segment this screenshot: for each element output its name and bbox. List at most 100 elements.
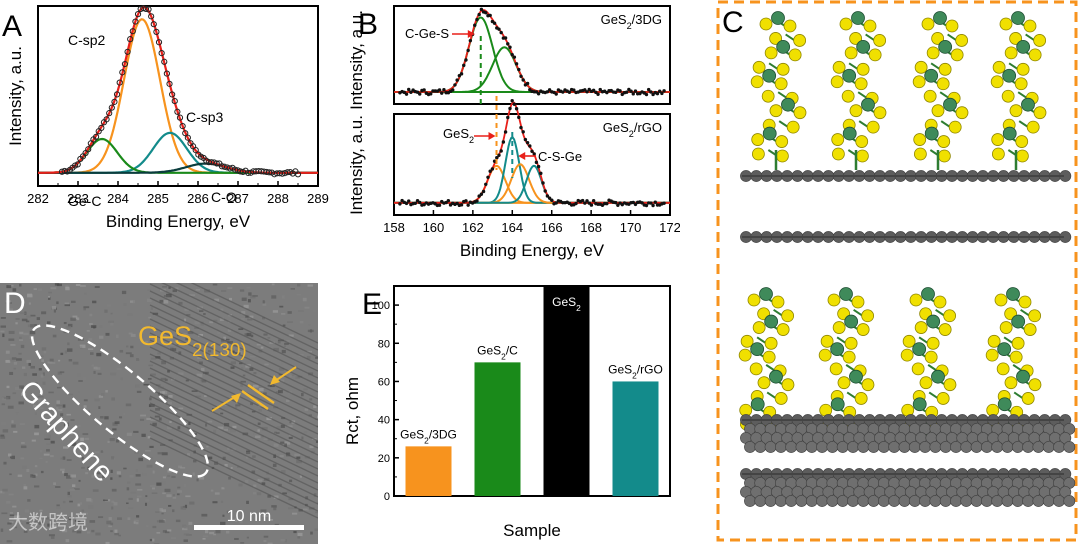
sulfur-atom <box>758 377 770 389</box>
germanium-atom <box>1017 40 1030 53</box>
tem-noise <box>30 331 36 334</box>
sulfur-atom <box>777 324 789 336</box>
annotation-c-s-ge: C-S-Ge <box>538 149 582 164</box>
data-point-b1 <box>660 92 663 95</box>
data-point-b2 <box>517 116 520 119</box>
carbon-atom <box>1033 441 1044 452</box>
sulfur-atom <box>1016 136 1028 148</box>
tem-noise <box>171 537 176 539</box>
carbon-atom <box>961 441 972 452</box>
data-point-b2 <box>497 154 500 157</box>
carbon-atom <box>1064 495 1075 506</box>
panel-letter-d: D <box>4 287 26 320</box>
tem-noise <box>297 294 302 296</box>
tem-noise <box>234 538 239 540</box>
carbon-atom <box>1043 441 1054 452</box>
x-tick-label-a: 288 <box>267 191 289 206</box>
sulfur-atom <box>946 20 958 32</box>
data-point-b2 <box>510 99 513 102</box>
sulfur-atom <box>937 392 949 404</box>
tem-noise <box>80 502 82 504</box>
tem-noise <box>201 514 207 517</box>
tem-noise <box>67 459 72 461</box>
tem-noise <box>21 345 24 348</box>
tem-noise <box>84 293 87 295</box>
data-point-b2 <box>506 116 509 119</box>
tem-noise <box>226 531 229 534</box>
sulfur-atom <box>986 349 998 361</box>
annotation-ges2: GeS2 <box>443 126 474 145</box>
tem-noise <box>150 485 155 487</box>
tem-noise <box>34 485 39 487</box>
scale-bar <box>194 525 304 530</box>
tem-noise <box>240 381 245 383</box>
data-point-b1 <box>497 27 500 30</box>
sulfur-atom <box>753 61 765 73</box>
sulfur-atom <box>760 18 772 30</box>
tem-noise <box>15 322 17 324</box>
tem-noise <box>2 334 4 337</box>
tem-noise <box>55 283 59 285</box>
data-point-b2 <box>466 203 469 206</box>
sulfur-atom <box>765 337 777 349</box>
tem-noise <box>52 306 56 309</box>
tem-noise <box>149 397 151 400</box>
tem-noise <box>168 505 171 507</box>
tem-noise <box>250 356 256 358</box>
tem-noise <box>289 480 292 483</box>
carbon-atom <box>961 495 972 506</box>
tem-noise <box>263 300 265 303</box>
sulfur-atom <box>763 351 775 363</box>
tem-noise <box>100 416 104 418</box>
x-tick-label-b: 164 <box>501 220 523 235</box>
tem-noise <box>117 368 122 370</box>
panel-letter-c: C <box>722 6 744 39</box>
germanium-atom <box>927 315 940 328</box>
tem-noise <box>127 487 129 490</box>
data-point-b1 <box>475 18 478 21</box>
tem-noise <box>248 405 252 407</box>
data-point-b2 <box>614 201 617 204</box>
carbon-atom <box>868 495 879 506</box>
sulfur-atom <box>794 34 806 46</box>
sulfur-atom <box>787 121 799 133</box>
tem-noise <box>90 520 96 523</box>
sulfur-atom <box>830 363 842 375</box>
tem-noise <box>32 440 36 442</box>
tem-noise <box>138 458 143 461</box>
data-point-b1 <box>455 78 458 81</box>
sulfur-atom <box>901 349 913 361</box>
data-point-b1 <box>422 88 425 91</box>
tem-noise <box>292 513 297 515</box>
tem-noise <box>9 473 11 475</box>
sulfur-atom <box>915 61 927 73</box>
data-point-b2 <box>464 199 467 202</box>
tem-noise <box>268 337 271 339</box>
tem-noise <box>303 298 307 301</box>
germanium-atom <box>1012 12 1025 25</box>
germanium-atom <box>751 398 764 411</box>
tem-noise <box>27 499 30 502</box>
sulfur-atom <box>914 134 926 146</box>
tem-noise <box>35 465 37 467</box>
tem-noise <box>287 321 293 323</box>
carbon-atom <box>806 441 817 452</box>
carbon-atom <box>1053 441 1064 452</box>
tem-noise <box>112 489 117 492</box>
tem-noise <box>93 489 99 491</box>
sulfur-atom <box>784 20 796 32</box>
tem-noise <box>45 434 49 437</box>
tem-noise <box>122 291 126 294</box>
tem-noise <box>135 483 141 485</box>
tem-noise <box>46 449 50 452</box>
data-point-b2 <box>526 141 529 144</box>
sulfur-atom <box>752 134 764 146</box>
tem-noise <box>106 333 110 336</box>
carbon-atom <box>1033 495 1044 506</box>
tem-noise <box>126 346 128 348</box>
carbon-atom <box>775 441 786 452</box>
tem-noise <box>288 507 294 509</box>
